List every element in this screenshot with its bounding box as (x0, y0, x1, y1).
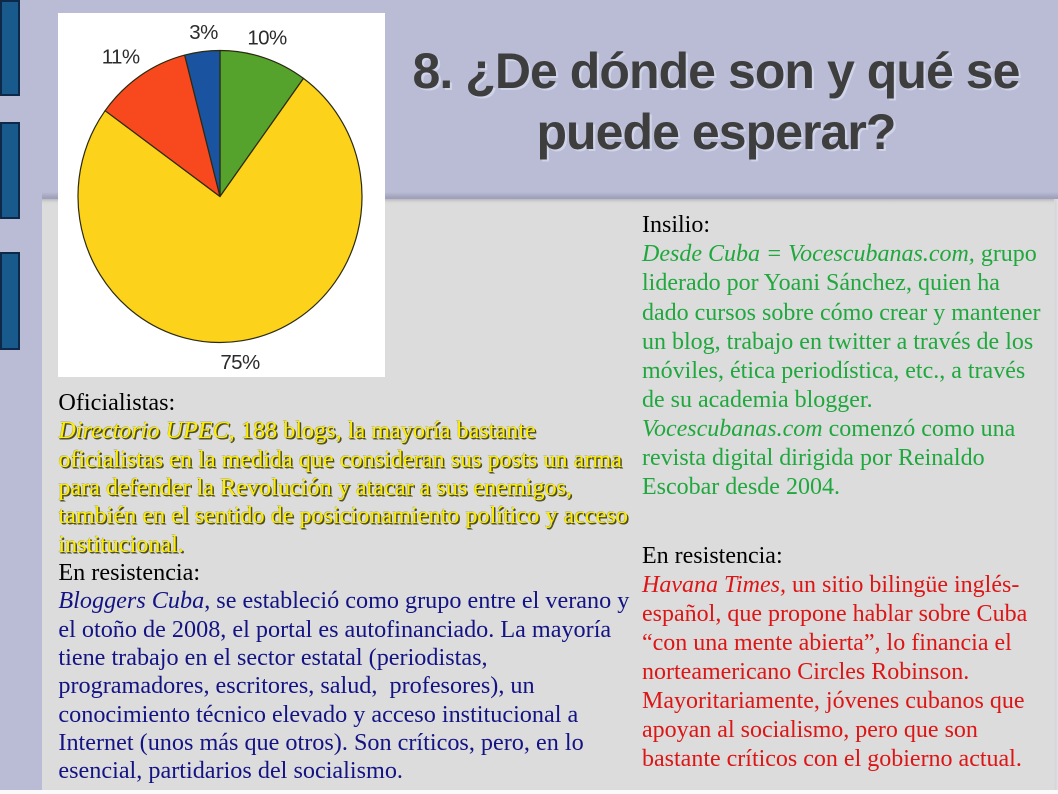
svg-text:3%: 3% (189, 21, 218, 44)
svg-text:11%: 11% (102, 45, 140, 68)
svg-text:75%: 75% (220, 351, 260, 374)
svg-text:10%: 10% (247, 27, 287, 50)
